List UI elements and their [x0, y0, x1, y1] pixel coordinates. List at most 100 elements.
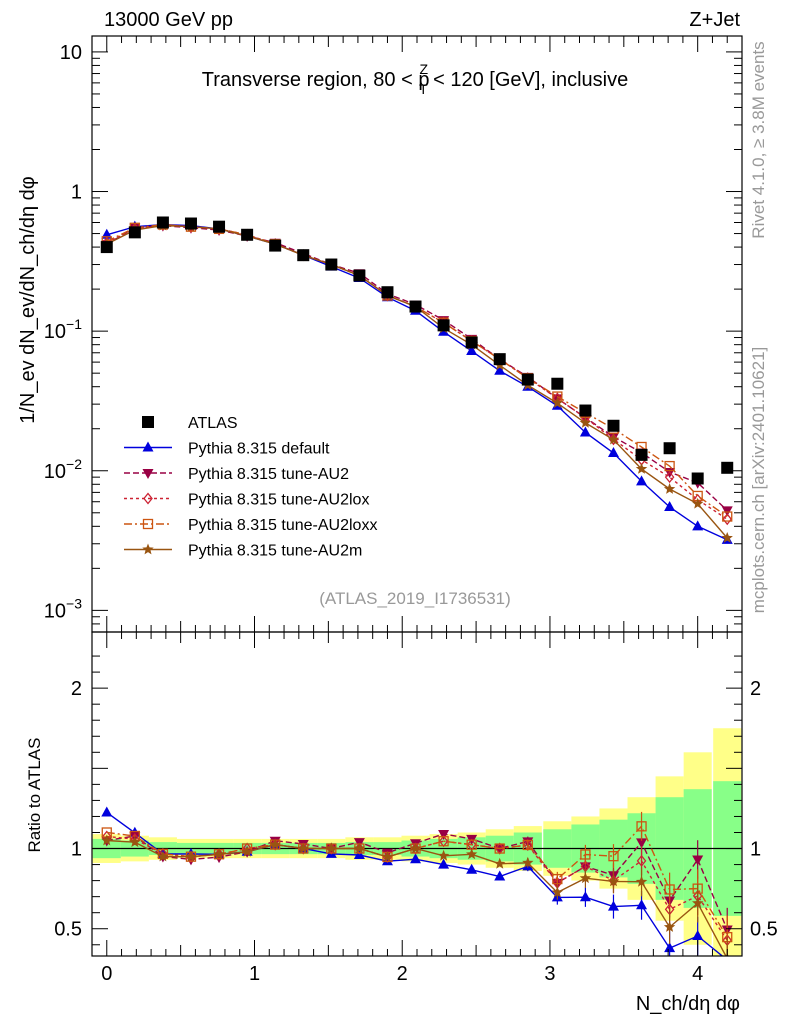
mc-point — [410, 853, 422, 864]
process-label: Z+Jet — [689, 9, 740, 31]
mc-point — [381, 855, 393, 866]
x-tick-label: 3 — [544, 963, 555, 985]
mc-point — [636, 475, 648, 486]
mc-point — [552, 873, 563, 885]
mc-point — [721, 532, 733, 543]
mc-point — [494, 870, 506, 881]
panel-title-sub: T — [419, 81, 428, 97]
panel-title-head: Transverse region, 80 < p — [202, 69, 430, 91]
ratio-tick-label-right: 1 — [750, 839, 761, 861]
data-point — [381, 286, 394, 299]
data-point — [465, 336, 478, 349]
mc-point — [579, 426, 591, 437]
mc-point — [664, 942, 676, 953]
ratio-tick-label-right: 0.5 — [750, 919, 778, 941]
legend-label: Pythia 8.315 tune-AU2 — [188, 466, 349, 483]
data-point — [691, 472, 704, 485]
mc-point — [157, 850, 169, 862]
mc-point — [607, 447, 619, 458]
mc-point — [409, 842, 422, 854]
data-point — [213, 220, 226, 233]
mc-point — [635, 875, 648, 887]
mc-point — [297, 842, 309, 854]
x-tick-label: 2 — [397, 963, 408, 985]
data-point — [635, 448, 648, 461]
y-tick-label-base: 10 — [44, 321, 66, 343]
mc-point — [722, 511, 733, 522]
mc-point — [213, 848, 225, 860]
data-point — [100, 241, 113, 254]
ratio-tick-label: 2 — [71, 678, 82, 700]
panel-title-sup: Z — [419, 61, 428, 77]
mcplots-label: mcplots.cern.ch [arXiv:2401.10621] — [749, 347, 768, 613]
mc-point — [494, 857, 506, 869]
mc-point — [142, 543, 154, 555]
legend-entry-1: Pythia 8.315 tune-AU2 — [124, 466, 349, 483]
mc-point — [664, 471, 675, 484]
data-point — [409, 300, 422, 313]
legend-entry-2: Pythia 8.315 tune-AU2lox — [124, 492, 369, 509]
rivet-label: Rivet 4.1.0, ≥ 3.8M events — [749, 41, 768, 238]
data-point — [551, 377, 564, 390]
data-point — [663, 442, 676, 455]
mc-point — [438, 836, 449, 847]
mc-point — [143, 492, 153, 505]
mc-point — [522, 856, 534, 868]
mc-point — [579, 872, 592, 884]
ratio-series-line — [106, 835, 728, 941]
y-tick-label-base: 10 — [44, 600, 66, 622]
mc-point — [636, 899, 648, 910]
mc-point — [664, 884, 675, 895]
mc-point — [466, 863, 478, 874]
mc-point — [722, 513, 733, 526]
mc-point — [466, 345, 478, 356]
y-tick-label-base: 1 — [71, 182, 82, 204]
data-point — [128, 226, 141, 239]
legend-label: Pythia 8.315 tune-AU2lox — [188, 492, 369, 509]
mc-point — [664, 460, 675, 472]
legend: ATLAS Pythia 8.315 default Pythia 8.315 tu… — [124, 415, 377, 560]
mc-point — [580, 849, 591, 860]
mc-point — [579, 416, 592, 428]
mc-point — [607, 900, 619, 911]
panel-title: Transverse region, 80 < pZ T < 120 [GeV],… — [202, 61, 629, 97]
mc-point — [636, 854, 647, 867]
mc-point — [494, 364, 506, 375]
mc-point — [353, 842, 366, 854]
data-point — [325, 258, 338, 271]
mc-point — [522, 839, 533, 851]
series-line — [106, 223, 728, 518]
y-tick-label: 10−2 — [44, 456, 82, 483]
data-point — [721, 461, 734, 474]
data-point — [437, 319, 450, 332]
x-axis-label: N_ch/dη dφ — [636, 993, 740, 1015]
mc-point — [636, 821, 647, 832]
mc-point — [579, 891, 591, 902]
mc-point — [101, 834, 113, 846]
mc-point — [438, 858, 450, 869]
mc-point — [142, 469, 154, 479]
mc-point — [494, 843, 505, 854]
mc-point — [607, 433, 620, 445]
ratio-axis-label: Ratio to ATLAS — [25, 738, 44, 853]
mc-point — [692, 497, 704, 509]
analysis-tag: (ATLAS_2019_I1736531) — [319, 589, 511, 608]
mc-point — [466, 848, 478, 860]
data-point — [269, 239, 282, 252]
mc-point — [142, 518, 154, 530]
mc-point — [692, 897, 704, 909]
legend-marker — [142, 416, 154, 428]
y-tick-label-exp: −1 — [66, 316, 82, 332]
mc-point — [692, 930, 704, 941]
mc-point — [241, 845, 253, 857]
ratio-tick-label: 1 — [71, 839, 82, 861]
ratio-tick-label: 0.5 — [54, 919, 82, 941]
x-tick-label: 1 — [249, 963, 260, 985]
y-tick-label: 10−3 — [44, 595, 82, 622]
mc-point — [692, 855, 704, 866]
ratio-tick-label-right: 2 — [750, 678, 761, 700]
mc-point — [437, 849, 450, 861]
mc-point — [635, 463, 648, 474]
